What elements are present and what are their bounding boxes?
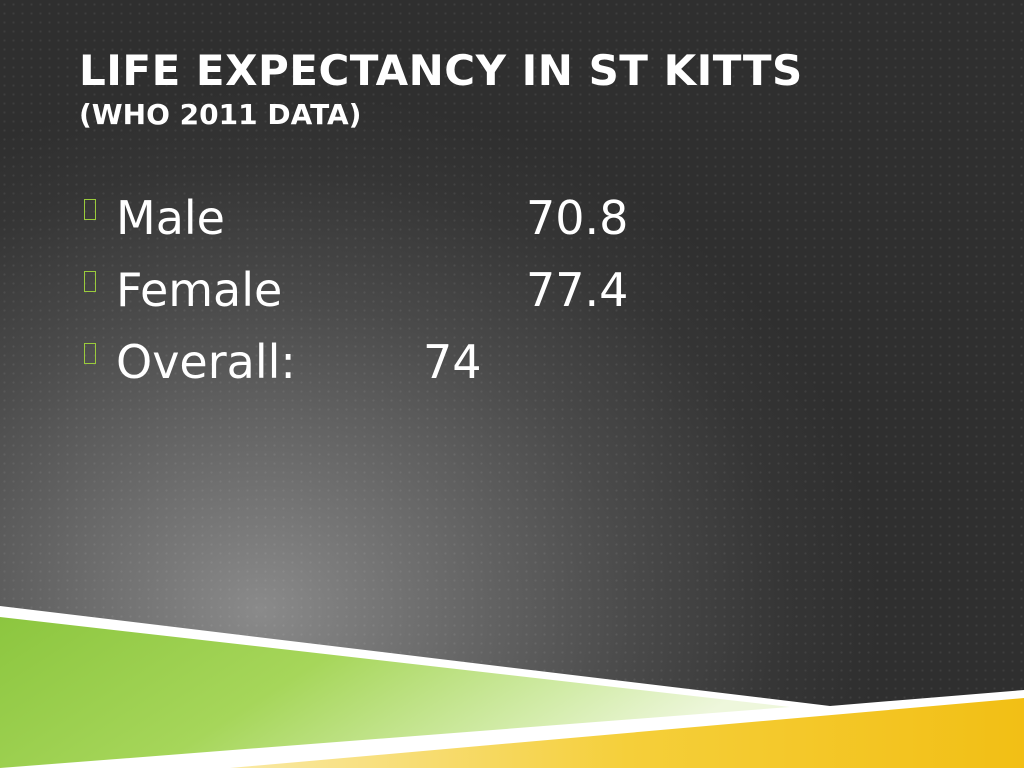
- slide-subtitle: (WHO 2011 DATA): [79, 98, 362, 132]
- bullet-marker-icon: [84, 343, 96, 364]
- bullet-value: 70.8: [526, 191, 629, 245]
- bullet-label: Overall:: [116, 335, 296, 389]
- slide-title: LIFE EXPECTANCY IN ST KITTS: [79, 46, 803, 95]
- bullet-value: 74: [423, 335, 482, 389]
- bullet-marker-icon: [84, 271, 96, 292]
- slide-title-block: LIFE EXPECTANCY IN ST KITTS (WHO 2011 DA…: [79, 46, 803, 132]
- bullet-label: Male: [116, 191, 225, 245]
- bullet-item-female: Female 77.4: [84, 260, 784, 332]
- yellow-wedge-shape: [230, 698, 1024, 768]
- bullet-marker-icon: [84, 199, 96, 220]
- bullet-list: Male 70.8 Female 77.4 Overall: 74: [84, 188, 784, 404]
- bullet-label: Female: [116, 263, 283, 317]
- bullet-item-male: Male 70.8: [84, 188, 784, 260]
- bullet-item-overall: Overall: 74: [84, 332, 784, 404]
- bullet-value: 77.4: [526, 263, 629, 317]
- green-wedge-shape: [0, 617, 790, 768]
